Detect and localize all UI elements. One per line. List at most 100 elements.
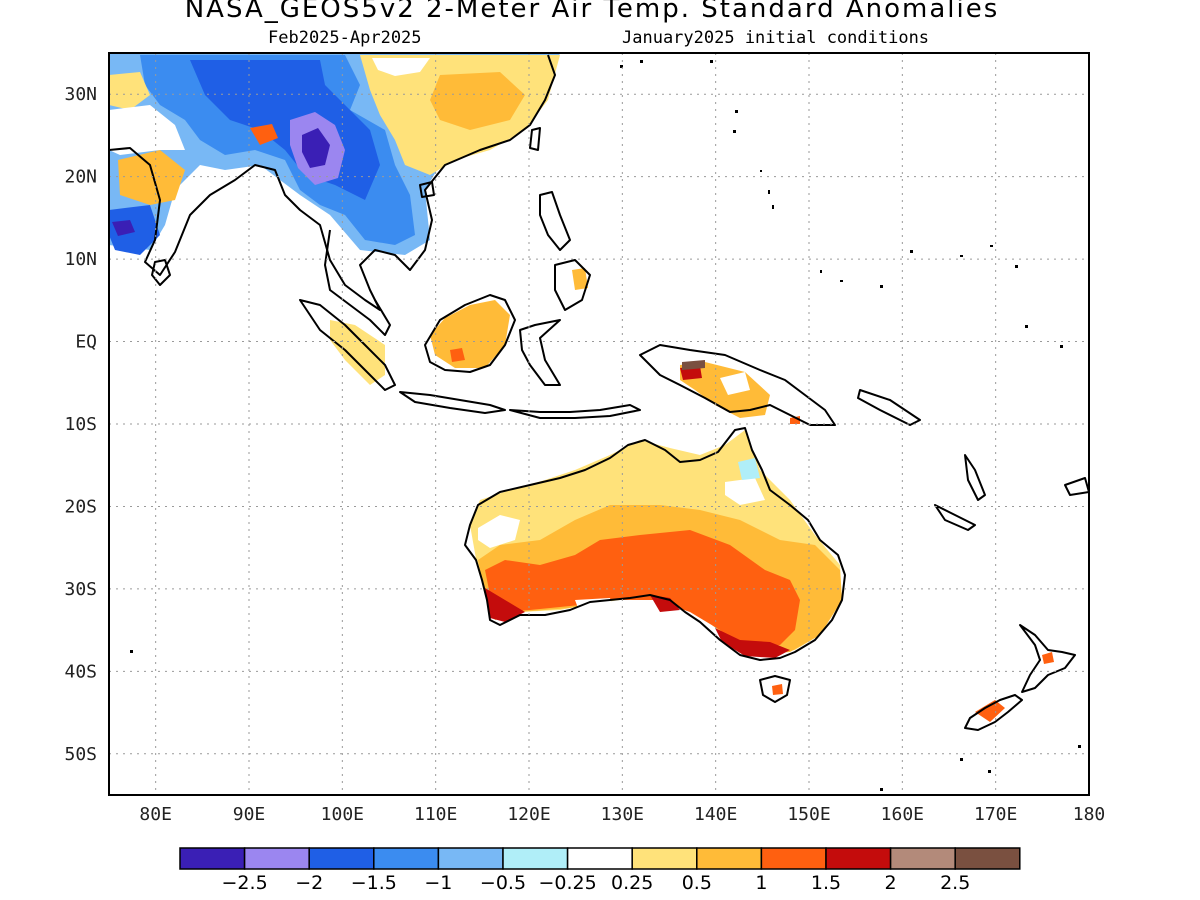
- map-title: NASA_GEOS5v2 2-Meter Air Temp. Standard …: [184, 0, 1000, 24]
- anomaly-coldest-center: [302, 128, 330, 168]
- coast-philippines-luzon: [539, 191, 571, 251]
- anomaly-australia-hot: [485, 530, 800, 650]
- anomaly-borneo: [430, 300, 510, 368]
- anomaly-australia-veryhot-se: [715, 628, 790, 658]
- coast-tasmania: [759, 675, 791, 703]
- colorbar-swatch: [373, 847, 440, 870]
- anomaly-fills: [109, 53, 1054, 722]
- coast-hainan: [419, 181, 435, 198]
- lat-tick-label: 40S: [64, 661, 97, 682]
- anomaly-warm-india-n: [109, 72, 150, 110]
- colorbar-swatch: [760, 847, 827, 870]
- colorbar-swatch: [696, 847, 763, 870]
- coast-nz-north: [1019, 624, 1076, 693]
- anomaly-white-china: [372, 58, 430, 76]
- lon-tick-label: 120E: [507, 804, 550, 825]
- lon-tick-label: 80E: [139, 804, 172, 825]
- coast-sulawesi: [519, 319, 561, 386]
- coast-newcaledonia: [934, 504, 976, 531]
- colorbar-label: 2: [885, 872, 897, 894]
- anomaly-australia-white-nw: [478, 515, 520, 548]
- anomaly-coldest-india: [112, 220, 135, 236]
- colorbar-label: −0.5: [480, 872, 526, 894]
- coast-vanuatu: [964, 454, 986, 501]
- coast-borneo: [424, 294, 516, 373]
- coast-solomons: [857, 389, 921, 426]
- lon-tick-label: 150E: [787, 804, 830, 825]
- anomaly-tasmania: [772, 684, 783, 695]
- anomaly-australia-veryhot-sw: [485, 588, 525, 622]
- gridlines: [109, 53, 1089, 795]
- anomaly-warm-india: [118, 150, 185, 205]
- coast-taiwan: [529, 127, 541, 151]
- coast-fiji: [1064, 477, 1089, 496]
- lat-tick-label: 50S: [64, 744, 97, 765]
- initial-conditions: January2025 initial conditions: [622, 28, 930, 48]
- lon-tick-label: 180: [1073, 804, 1106, 825]
- lat-tick-label: EQ: [75, 332, 97, 353]
- lon-tick-label: 100E: [321, 804, 364, 825]
- lat-tick-label: 30N: [64, 84, 97, 105]
- colorbar-label: 1: [755, 872, 767, 894]
- colorbar-swatch: [243, 847, 310, 870]
- lon-tick-label: 110E: [414, 804, 457, 825]
- colorbar: [179, 847, 1021, 870]
- map-frame: [108, 52, 1090, 796]
- colorbar-swatch: [437, 847, 504, 870]
- lon-tick-label: 90E: [233, 804, 266, 825]
- colorbar-swatch: [502, 847, 569, 870]
- anomaly-sumatra: [330, 320, 385, 385]
- pacific-islets: [130, 60, 1081, 791]
- anomaly-newguinea-white: [720, 372, 750, 395]
- coast-lesser-sunda: [509, 404, 641, 419]
- colorbar-label: 0.25: [611, 872, 653, 894]
- colorbar-label: 2.5: [940, 872, 970, 894]
- anomaly-nz-north: [1042, 652, 1054, 664]
- lat-tick-label: 10N: [64, 249, 97, 270]
- colorbar-label: −0.25: [538, 872, 596, 894]
- colorbar-swatch: [566, 847, 633, 870]
- coastlines: [109, 54, 1089, 731]
- anomaly-cold-india-s: [109, 205, 160, 255]
- coast-newguinea: [639, 344, 836, 426]
- lat-tick-label: 20S: [64, 496, 97, 517]
- coast-sumatra: [299, 299, 396, 391]
- coast-nz-south: [964, 694, 1023, 731]
- colorbar-swatch: [954, 847, 1021, 870]
- lat-tick-label: 20N: [64, 167, 97, 188]
- colorbar-label: −1: [424, 872, 452, 894]
- coast-asia: [109, 54, 556, 311]
- colorbar-swatch: [308, 847, 375, 870]
- anomaly-australia-veryhot-s: [650, 595, 680, 612]
- coast-philippines-south: [554, 259, 591, 311]
- coast-malay: [324, 229, 391, 336]
- longitude-labels: 80E 90E 100E 110E 120E 130E 140E 150E 160E 170E 18…: [139, 804, 1105, 825]
- coast-java: [399, 391, 506, 414]
- colorbar-label: −2.5: [222, 872, 268, 894]
- anomaly-nz-south: [975, 700, 1005, 722]
- colorbar-label: 0.5: [682, 872, 712, 894]
- anomaly-australia-lightblue: [738, 458, 760, 480]
- anomaly-cooler-north: [140, 55, 415, 245]
- colorbar-labels: −2.5 −2 −1.5 −1 −0.5 −0.25 0.25 0.5 1 1.5 2 2.5: [222, 872, 971, 894]
- colorbar-swatch: [889, 847, 956, 870]
- forecast-period: Feb2025-Apr2025: [268, 28, 422, 48]
- anomaly-newguinea-brown: [682, 360, 705, 370]
- lon-tick-label: 140E: [694, 804, 737, 825]
- anomaly-borneo-hot: [450, 348, 465, 362]
- colorbar-label: 1.5: [811, 872, 841, 894]
- coast-srilanka: [151, 259, 171, 286]
- colorbar-label: −1.5: [351, 872, 397, 894]
- lon-tick-label: 160E: [881, 804, 924, 825]
- anomaly-newguinea: [680, 362, 770, 418]
- anomaly-australia-white-ne: [725, 478, 765, 505]
- lat-tick-label: 10S: [64, 414, 97, 435]
- anomaly-hot-bhutan: [250, 124, 278, 145]
- anomaly-white-india: [109, 105, 185, 155]
- anomaly-warmer-china: [430, 72, 525, 130]
- anomaly-philippines: [572, 268, 588, 290]
- colorbar-swatch: [825, 847, 892, 870]
- colorbar-label: −2: [295, 872, 323, 894]
- lon-tick-label: 170E: [974, 804, 1017, 825]
